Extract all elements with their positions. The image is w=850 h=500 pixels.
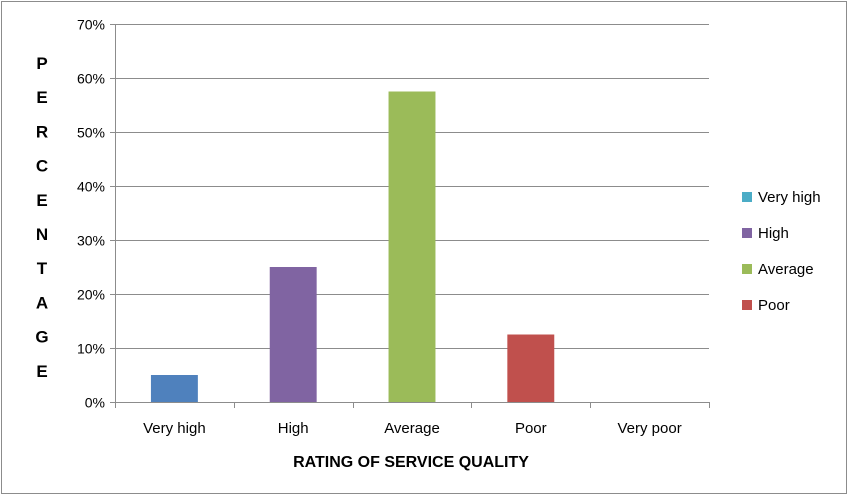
x-tick-label: Very poor (617, 420, 681, 437)
legend-swatch (742, 192, 752, 202)
y-tick-label: 10% (77, 341, 105, 357)
y-tick-label: 30% (77, 233, 105, 249)
axes (110, 24, 710, 408)
x-axis-title: RATING OF SERVICE QUALITY (293, 454, 529, 471)
x-tick-label: High (278, 420, 309, 437)
legend-swatch (742, 264, 752, 274)
legend-label: Average (758, 261, 814, 278)
y-tick-label: 0% (85, 395, 105, 411)
legend-label: High (758, 225, 789, 242)
y-axis-title-letter: T (37, 259, 48, 278)
y-axis-title-letter: A (36, 293, 48, 312)
y-tick-label: 40% (77, 179, 105, 195)
y-tick-label: 60% (77, 71, 105, 87)
legend: Very high High Average Poor (742, 189, 821, 314)
x-tick-label: Average (384, 420, 440, 437)
legend-swatch (742, 228, 752, 238)
x-tick-label: Very high (143, 420, 206, 437)
bars (150, 91, 555, 402)
y-axis-title-letter: N (36, 225, 48, 244)
y-axis-title-letter: G (35, 328, 48, 347)
y-axis-title-letter: E (36, 191, 47, 210)
y-axis-title-letter: R (36, 122, 48, 141)
legend-swatch (742, 300, 752, 310)
x-tick-label: Poor (515, 420, 547, 437)
y-tick-label: 20% (77, 287, 105, 303)
y-axis-title-letter: P (36, 54, 47, 73)
y-axis-title-letter: E (36, 362, 47, 381)
bar-very-high (150, 375, 198, 402)
y-tick-label: 50% (77, 125, 105, 141)
legend-label: Poor (758, 297, 790, 314)
bar-high (269, 267, 317, 402)
bar-average (388, 91, 436, 402)
y-tick-label: 70% (77, 17, 105, 33)
y-axis-title-letter: C (36, 157, 48, 176)
tick-labels: 0% 10% 20% 30% 40% 50% 60% 70% Very high High Aver… (77, 17, 682, 438)
bar-poor (507, 334, 555, 402)
legend-label: Very high (758, 189, 821, 206)
y-axis-title-letter: E (36, 88, 47, 107)
